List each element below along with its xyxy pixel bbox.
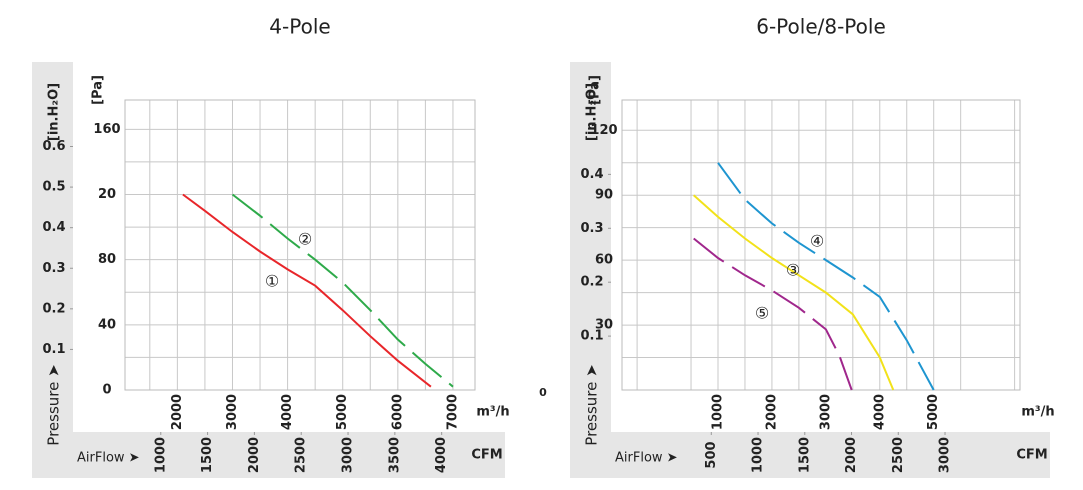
plot-frame bbox=[124, 99, 476, 391]
x2-axis-label: CFM bbox=[1016, 448, 1047, 463]
y2-tick-label: 0.1 bbox=[42, 342, 65, 357]
x2-axis-title: AirFlow ➤ bbox=[615, 451, 678, 466]
y-tick-label: 60 bbox=[595, 253, 613, 268]
y2-tick-label: 0.3 bbox=[42, 261, 65, 276]
y2-tick-label: 0.5 bbox=[42, 180, 65, 195]
y-tick-label: 160 bbox=[93, 122, 120, 137]
x-tick-label: 4000 bbox=[872, 394, 887, 430]
x2-tick-label: 3000 bbox=[341, 437, 356, 473]
x-tick-label: 1000 bbox=[710, 394, 725, 430]
x-axis-label: m³/h bbox=[1021, 405, 1054, 420]
x2-tick-label: 2500 bbox=[294, 437, 309, 473]
plot-frame bbox=[621, 99, 1021, 391]
y2-axis-title: Pressure ➤ bbox=[583, 364, 601, 445]
chart-title: 4-Pole bbox=[269, 15, 330, 39]
curve-label: ③ bbox=[786, 261, 800, 280]
y2-tick-label: 0.3 bbox=[580, 221, 603, 236]
y-tick-label: 40 bbox=[98, 317, 116, 332]
x-tick-label: 3000 bbox=[225, 394, 240, 430]
y2-band bbox=[32, 62, 73, 478]
y2-axis-label: [in.H₂O] bbox=[47, 83, 62, 141]
y-tick-label: 120 bbox=[590, 123, 617, 138]
curve-label: ① bbox=[265, 272, 279, 291]
x-tick-label: 7000 bbox=[445, 394, 460, 430]
y2-tick-label: 0.1 bbox=[580, 329, 603, 344]
x-tick-label: 5000 bbox=[926, 394, 941, 430]
x2-tick-label: 1500 bbox=[200, 437, 215, 473]
y2-tick-label: 0.4 bbox=[580, 167, 603, 182]
x2-tick-label: 1000 bbox=[751, 437, 766, 473]
y-tick-label: 30 bbox=[595, 318, 613, 333]
x2-tick-label: 2000 bbox=[247, 437, 262, 473]
y-tick-label: 0 bbox=[102, 383, 111, 398]
annotation: 0 bbox=[539, 386, 547, 399]
x2-band bbox=[570, 432, 1050, 478]
x-tick-label: 2000 bbox=[170, 394, 185, 430]
x-tick-label: 5000 bbox=[335, 394, 350, 430]
curve bbox=[717, 162, 935, 391]
y-tick-label: 80 bbox=[98, 252, 116, 267]
x2-axis-label: CFM bbox=[471, 448, 502, 463]
curve bbox=[693, 194, 895, 391]
x2-band bbox=[32, 432, 505, 478]
x-tick-label: 3000 bbox=[818, 394, 833, 430]
x-axis-label: m³/h bbox=[476, 405, 509, 420]
chart-title: 6-Pole/8-Pole bbox=[756, 15, 886, 39]
curve-label: ⑤ bbox=[755, 304, 769, 323]
y-tick-label: 20 bbox=[98, 187, 116, 202]
x2-tick-label: 2000 bbox=[844, 437, 859, 473]
y-axis-label: [Pa] bbox=[588, 75, 603, 105]
curve bbox=[693, 237, 853, 391]
y2-axis-label: [in.H₂O] bbox=[585, 83, 600, 141]
x2-tick-label: 2500 bbox=[891, 437, 906, 473]
x2-tick-label: 500 bbox=[704, 441, 719, 468]
x2-tick-label: 4000 bbox=[434, 437, 449, 473]
curve bbox=[182, 193, 432, 388]
y-axis-label: [Pa] bbox=[91, 75, 106, 105]
x2-axis-title: AirFlow ➤ bbox=[77, 451, 140, 466]
y-tick-label: 90 bbox=[595, 188, 613, 203]
x-tick-label: 2000 bbox=[764, 394, 779, 430]
curve-label: ④ bbox=[810, 232, 824, 251]
x2-tick-label: 1000 bbox=[153, 437, 168, 473]
x2-tick-label: 3000 bbox=[938, 437, 953, 473]
y2-axis-title: Pressure ➤ bbox=[45, 364, 63, 445]
x2-tick-label: 1500 bbox=[797, 437, 812, 473]
y2-tick-label: 0.2 bbox=[42, 301, 65, 316]
x-tick-label: 4000 bbox=[280, 394, 295, 430]
x2-tick-label: 3500 bbox=[387, 437, 402, 473]
x-tick-label: 6000 bbox=[390, 394, 405, 430]
y2-tick-label: 0.2 bbox=[580, 275, 603, 290]
curve bbox=[231, 193, 454, 388]
curve-label: ② bbox=[298, 230, 312, 249]
y2-tick-label: 0.4 bbox=[42, 220, 65, 235]
y2-band bbox=[570, 62, 611, 478]
y2-tick-label: 0.6 bbox=[42, 139, 65, 154]
